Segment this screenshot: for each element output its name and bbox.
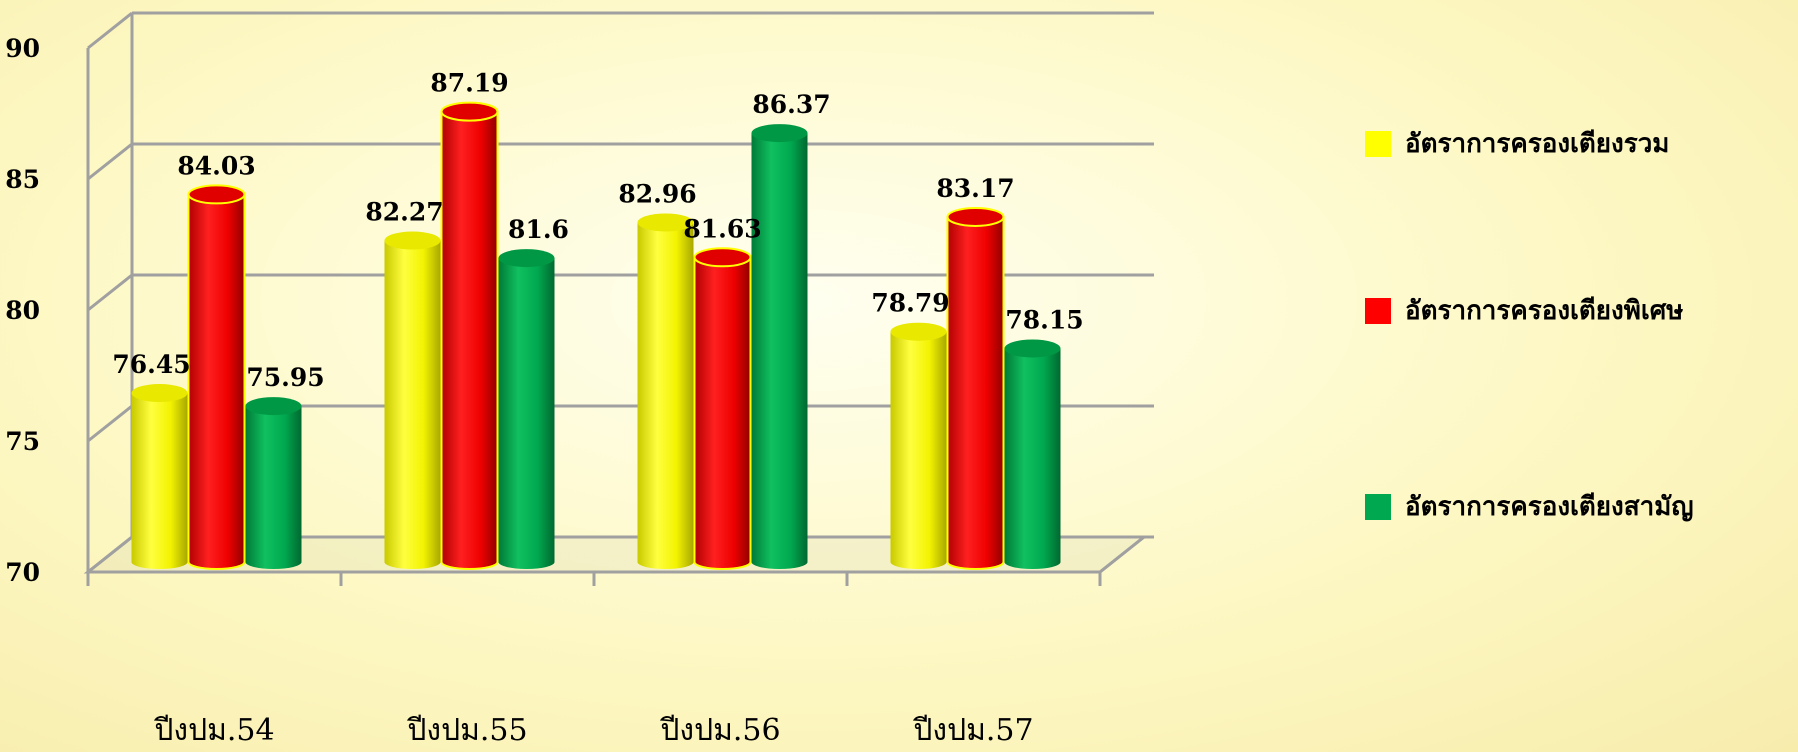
bar-top — [131, 384, 188, 403]
data-label: 78.79 — [871, 289, 949, 318]
legend-item-special: อัตราการครองเตียงพิเศษ — [1365, 290, 1683, 331]
data-label: 86.37 — [752, 90, 830, 119]
bar-body — [637, 222, 694, 570]
legend-label: อัตราการครองเตียงรวม — [1405, 129, 1670, 159]
bar-top — [946, 206, 1005, 227]
bar-body — [245, 406, 302, 570]
bar-body — [693, 256, 752, 570]
bar-body — [946, 215, 1005, 570]
bar-body — [440, 110, 499, 570]
y-tick-label: 85 — [5, 165, 40, 194]
gridline-connector — [87, 404, 133, 443]
bar — [1004, 339, 1061, 570]
x-tick-label: ปีงปม.56 — [659, 713, 780, 748]
x-tick-label: ปีงปม.57 — [912, 713, 1033, 748]
bar — [384, 231, 441, 570]
bar-body — [187, 193, 246, 570]
bar — [245, 397, 302, 570]
bar-top — [245, 397, 302, 416]
bar-top — [890, 322, 947, 341]
gridline-connector — [87, 273, 133, 312]
bar-top — [440, 101, 499, 122]
bar-body — [890, 331, 947, 570]
x-tick-label: ปีงปม.55 — [406, 713, 527, 748]
bar — [131, 384, 188, 570]
x-tick-label: ปีงปม.54 — [153, 713, 274, 748]
floor-edge — [1099, 535, 1145, 574]
bar-top — [1004, 339, 1061, 358]
bar — [946, 206, 1005, 570]
bar-top — [637, 213, 694, 232]
gridline-connector — [87, 142, 133, 181]
y-tick-label: 75 — [5, 427, 40, 456]
legend-label: อัตราการครองเตียงสามัญ — [1405, 492, 1694, 522]
data-label: 82.96 — [618, 179, 696, 208]
bar-top — [751, 124, 808, 143]
data-label: 78.15 — [1005, 305, 1083, 334]
legend-swatch-yellow — [1365, 130, 1391, 157]
legend-swatch-green — [1365, 493, 1391, 520]
bars — [131, 101, 1061, 570]
axes: 70 75 80 85 90 ปีงปม.54 ปีงปม.55 ปีงปม.56 ปีงปม.… — [5, 34, 1102, 748]
y-tick-label: 90 — [5, 34, 40, 63]
legend-label: อัตราการครองเตียงพิเศษ — [1405, 296, 1684, 326]
data-label: 81.6 — [508, 215, 569, 244]
bar-top — [384, 231, 441, 250]
bar-top — [187, 184, 246, 205]
y-tick-label: 70 — [5, 558, 40, 587]
data-label: 82.27 — [365, 198, 443, 227]
data-label: 76.45 — [112, 350, 190, 379]
data-label: 81.63 — [683, 214, 761, 243]
bar — [498, 249, 555, 570]
data-label: 87.19 — [430, 69, 508, 98]
legend-item-general: อัตราการครองเตียงสามัญ — [1365, 486, 1694, 527]
bar-top — [498, 249, 555, 268]
bar-chart: 70 75 80 85 90 ปีงปม.54 ปีงปม.55 ปีงปม.56 ปีงปม.… — [5, 11, 1154, 748]
data-label: 75.95 — [246, 363, 324, 392]
bar-body — [384, 240, 441, 570]
bar-body — [1004, 348, 1061, 570]
gridline-connector — [87, 11, 133, 50]
bar — [693, 247, 752, 570]
bar-body — [751, 133, 808, 570]
bar — [637, 213, 694, 570]
data-label: 84.03 — [177, 151, 255, 180]
bar — [440, 101, 499, 570]
legend: อัตราการครองเตียงรวม อัตราการครองเตียงพิ… — [1365, 0, 1785, 752]
data-labels: 76.45 84.03 75.95 82.27 87.19 81.6 82.96 81.63 8… — [112, 69, 1083, 392]
data-label: 83.17 — [936, 174, 1014, 203]
bar — [751, 124, 808, 570]
legend-item-total: อัตราการครองเตียงรวม — [1365, 123, 1669, 164]
bar-top — [693, 247, 752, 268]
legend-swatch-red — [1365, 297, 1391, 324]
y-tick-label: 80 — [5, 296, 40, 325]
bar — [890, 322, 947, 570]
bar-body — [498, 258, 555, 570]
bar — [187, 184, 246, 570]
bar-body — [131, 393, 188, 570]
